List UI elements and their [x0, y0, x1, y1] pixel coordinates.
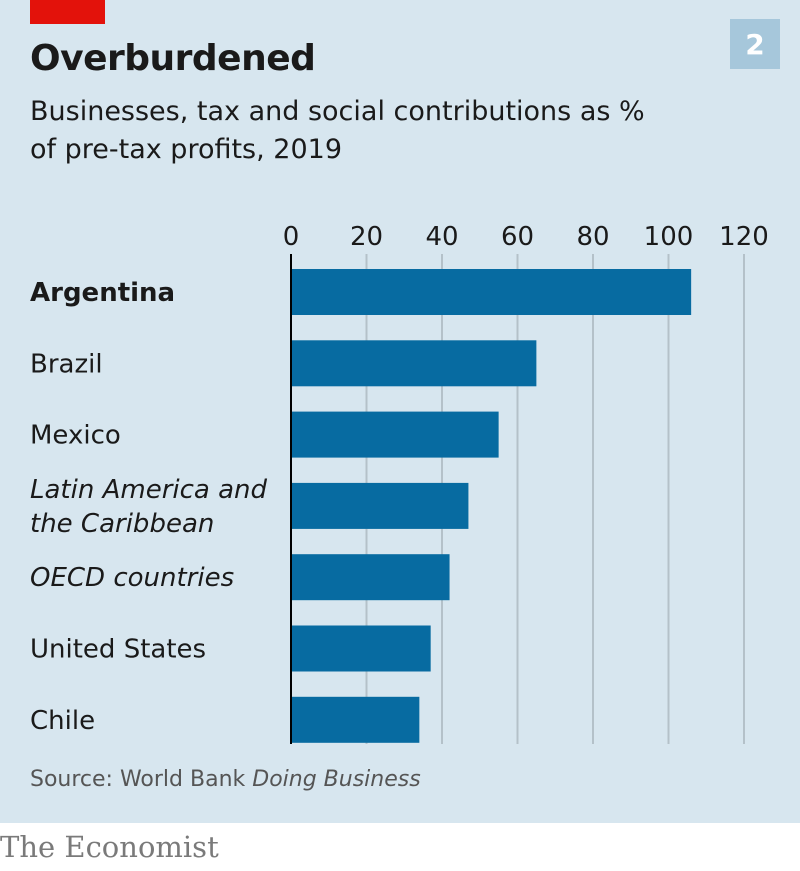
- x-tick-label: 60: [501, 222, 534, 252]
- x-tick-labels: 0 20 40 60 80 100 120: [283, 222, 769, 252]
- red-accent-tab: [30, 0, 105, 24]
- x-tick-label: 100: [644, 222, 694, 252]
- x-tick-label: 80: [576, 222, 609, 252]
- bar-mexico: [291, 411, 499, 458]
- bar-brazil: [291, 340, 537, 387]
- x-tick-label: 0: [283, 222, 300, 252]
- source-prefix: Source: World Bank: [30, 767, 253, 792]
- x-tick-label: 40: [425, 222, 458, 252]
- chart-subtitle: Businesses, tax and social contributions…: [30, 96, 645, 165]
- bar-oecd-countries: [291, 554, 450, 601]
- category-label: United States: [30, 635, 206, 665]
- source-note: Source: World Bank Doing Business: [30, 767, 421, 792]
- x-tick-label: 20: [350, 222, 383, 252]
- bar-chart: 0 20 40 60 80 100 120 Argentina Brazil Mexico Lat…: [30, 222, 769, 744]
- economist-logo: The Economist: [0, 830, 219, 864]
- category-label: Latin America and the Caribbean: [30, 475, 268, 539]
- category-label: Mexico: [30, 421, 121, 451]
- source-publication: Doing Business: [252, 767, 421, 792]
- chart-title: Overburdened: [30, 38, 316, 79]
- bar-argentina: [291, 269, 692, 315]
- category-label: Argentina: [30, 278, 175, 308]
- bar-chile: [291, 696, 420, 743]
- bar-united-states: [291, 625, 431, 672]
- category-label: Brazil: [30, 349, 103, 379]
- category-labels: Argentina Brazil Mexico Latin America and th…: [30, 278, 268, 736]
- category-label: Chile: [30, 706, 95, 736]
- chart-panel: [0, 0, 800, 823]
- bars: [291, 269, 692, 743]
- x-tick-label: 120: [719, 222, 769, 252]
- chart-number-badge: 2: [730, 19, 780, 69]
- category-label: OECD countries: [30, 563, 234, 593]
- bar-latin-america-and-the-caribbean: [291, 482, 469, 529]
